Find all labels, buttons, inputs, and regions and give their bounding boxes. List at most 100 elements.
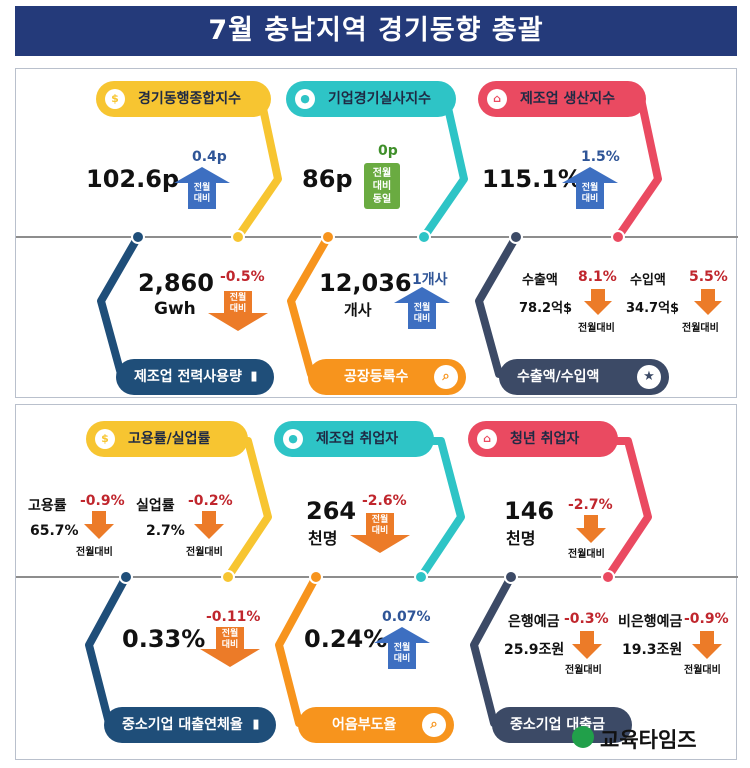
search-icon: ⌕ — [434, 365, 458, 389]
down-arrow-icon — [692, 631, 722, 659]
home-icon: ⌂ — [487, 89, 507, 109]
bottom-section: $ 고용률/실업률 ● 제조업 취업자 ⌂ 청년 취업자 고용률 -0.9% 6… — [15, 404, 738, 760]
bsi-change: 0p — [378, 143, 398, 159]
export-label: 수출액 — [522, 273, 558, 288]
factory-change: 1개사 — [412, 272, 448, 288]
top-section: $ 경기동행종합지수 ● 기업경기실사지수 ⌂ 제조업 생산지수 102.6p … — [15, 68, 738, 398]
pill-label: 중소기업 대출연체율 — [122, 717, 243, 733]
brand-logo: 교육타임즈 — [600, 728, 697, 752]
sme-delinquency-value: 0.33% — [122, 625, 206, 653]
employment-label: 고용률 — [28, 498, 67, 514]
down-arrow-icon: 전월 대비 — [208, 291, 268, 331]
mfg-workers-value: 264 — [306, 497, 357, 525]
pill-label: 경기동행종합지수 — [138, 91, 242, 107]
production-change: 1.5% — [581, 149, 620, 165]
pill-label: 수출액/수입액 — [517, 369, 600, 385]
unemployment-label: 실업률 — [136, 498, 175, 514]
pill-label: 고용률/실업률 — [128, 431, 211, 447]
up-arrow-icon: 전월 대비 — [174, 167, 230, 209]
bank-deposit-note: 전월대비 — [565, 665, 602, 676]
down-arrow-icon: 전월 대비 — [200, 627, 260, 667]
bill-default-change: 0.07% — [382, 609, 431, 625]
page-title: 7월 충남지역 경기동향 총괄 — [15, 6, 737, 56]
employment-value: 65.7% — [30, 523, 79, 539]
import-label: 수입액 — [630, 273, 666, 288]
pill-label: 공장등록수 — [344, 369, 409, 385]
person-icon: ● — [295, 89, 315, 109]
star-icon: ★ — [637, 365, 661, 389]
power-value: 2,860 — [138, 269, 214, 297]
pill-export-import: 수출액/수입액 ★ — [499, 359, 669, 395]
power-change: -0.5% — [220, 269, 265, 285]
coincident-change: 0.4p — [192, 149, 227, 165]
down-arrow-icon: 전월 대비 — [350, 513, 410, 553]
home-icon: ⌂ — [477, 429, 497, 449]
pill-youth-workers: ⌂ 청년 취업자 — [468, 421, 618, 457]
pill-bsi: ● 기업경기실사지수 — [286, 81, 456, 117]
down-arrow-icon — [576, 515, 606, 543]
logo-icon — [572, 726, 594, 748]
down-arrow-icon — [194, 511, 224, 539]
pill-label: 기업경기실사지수 — [328, 91, 432, 107]
unemployment-change: -0.2% — [188, 493, 233, 509]
bsi-note-box: 전월 대비 동일 — [364, 163, 400, 209]
factory-value: 12,036 — [319, 269, 412, 297]
youth-workers-value: 146 — [504, 497, 555, 525]
bank-deposit-label: 은행예금 — [508, 614, 560, 630]
search-icon: ⌕ — [422, 713, 446, 737]
up-arrow-icon: 전월 대비 — [562, 167, 618, 209]
bar-chart-icon: ▮ — [252, 717, 260, 732]
unemployment-value: 2.7% — [146, 523, 185, 539]
pill-label: 청년 취업자 — [510, 431, 580, 447]
pill-bill-default: 어음부도율 ⌕ — [298, 707, 454, 743]
pill-label: 어음부도율 — [332, 717, 397, 733]
import-change: 5.5% — [689, 269, 728, 285]
export-value: 78.2억$ — [519, 301, 573, 316]
up-arrow-icon: 전월 대비 — [394, 287, 450, 329]
bill-default-value: 0.24% — [304, 625, 388, 653]
bar-chart-icon: ▮ — [250, 369, 258, 384]
youth-workers-unit: 천명 — [506, 529, 536, 548]
import-note: 전월대비 — [682, 323, 719, 334]
pill-label: 제조업 생산지수 — [520, 91, 616, 107]
dollar-icon: $ — [95, 429, 115, 449]
bank-deposit-value: 25.9조원 — [504, 642, 565, 658]
pill-label: 제조업 취업자 — [316, 431, 399, 447]
pill-sme-delinquency: 중소기업 대출연체율 ▮ — [104, 707, 276, 743]
export-change: 8.1% — [578, 269, 617, 285]
pill-mfg-workers: ● 제조업 취업자 — [274, 421, 434, 457]
mfg-workers-unit: 천명 — [308, 529, 338, 548]
pill-factory-count: 공장등록수 ⌕ — [308, 359, 466, 395]
import-value: 34.7억$ — [626, 301, 680, 316]
up-arrow-icon: 전월 대비 — [374, 627, 430, 669]
mfg-workers-change: -2.6% — [362, 493, 407, 509]
pill-sme-loans: 중소기업 대출금 — [492, 707, 632, 743]
nonbank-deposit-note: 전월대비 — [684, 665, 721, 676]
nonbank-deposit-change: -0.9% — [684, 611, 729, 627]
dollar-icon: $ — [105, 89, 125, 109]
top-connector-lines — [16, 95, 738, 378]
employment-change: -0.9% — [80, 493, 125, 509]
factory-unit: 개사 — [344, 301, 372, 319]
youth-workers-note: 전월대비 — [568, 549, 605, 560]
person-icon: ● — [283, 429, 303, 449]
pill-production: ⌂ 제조업 생산지수 — [478, 81, 646, 117]
down-arrow-icon — [572, 631, 602, 659]
coincident-value: 102.6p — [86, 165, 180, 193]
power-unit: Gwh — [154, 299, 196, 319]
down-arrow-icon — [584, 289, 612, 315]
nonbank-deposit-label: 비은행예금 — [618, 614, 683, 630]
down-arrow-icon — [84, 511, 114, 539]
export-note: 전월대비 — [578, 323, 615, 334]
pill-label: 제조업 전력사용량 — [134, 369, 242, 385]
employment-note: 전월대비 — [76, 547, 113, 558]
youth-workers-change: -2.7% — [568, 497, 613, 513]
sme-delinquency-change: -0.11% — [206, 609, 261, 625]
production-value: 115.1% — [482, 165, 582, 193]
pill-coincident-index: $ 경기동행종합지수 — [96, 81, 271, 117]
pill-power-usage: 제조업 전력사용량 ▮ — [116, 359, 274, 395]
bank-deposit-change: -0.3% — [564, 611, 609, 627]
unemployment-note: 전월대비 — [186, 547, 223, 558]
bsi-value: 86p — [302, 165, 353, 193]
nonbank-deposit-value: 19.3조원 — [622, 642, 683, 658]
